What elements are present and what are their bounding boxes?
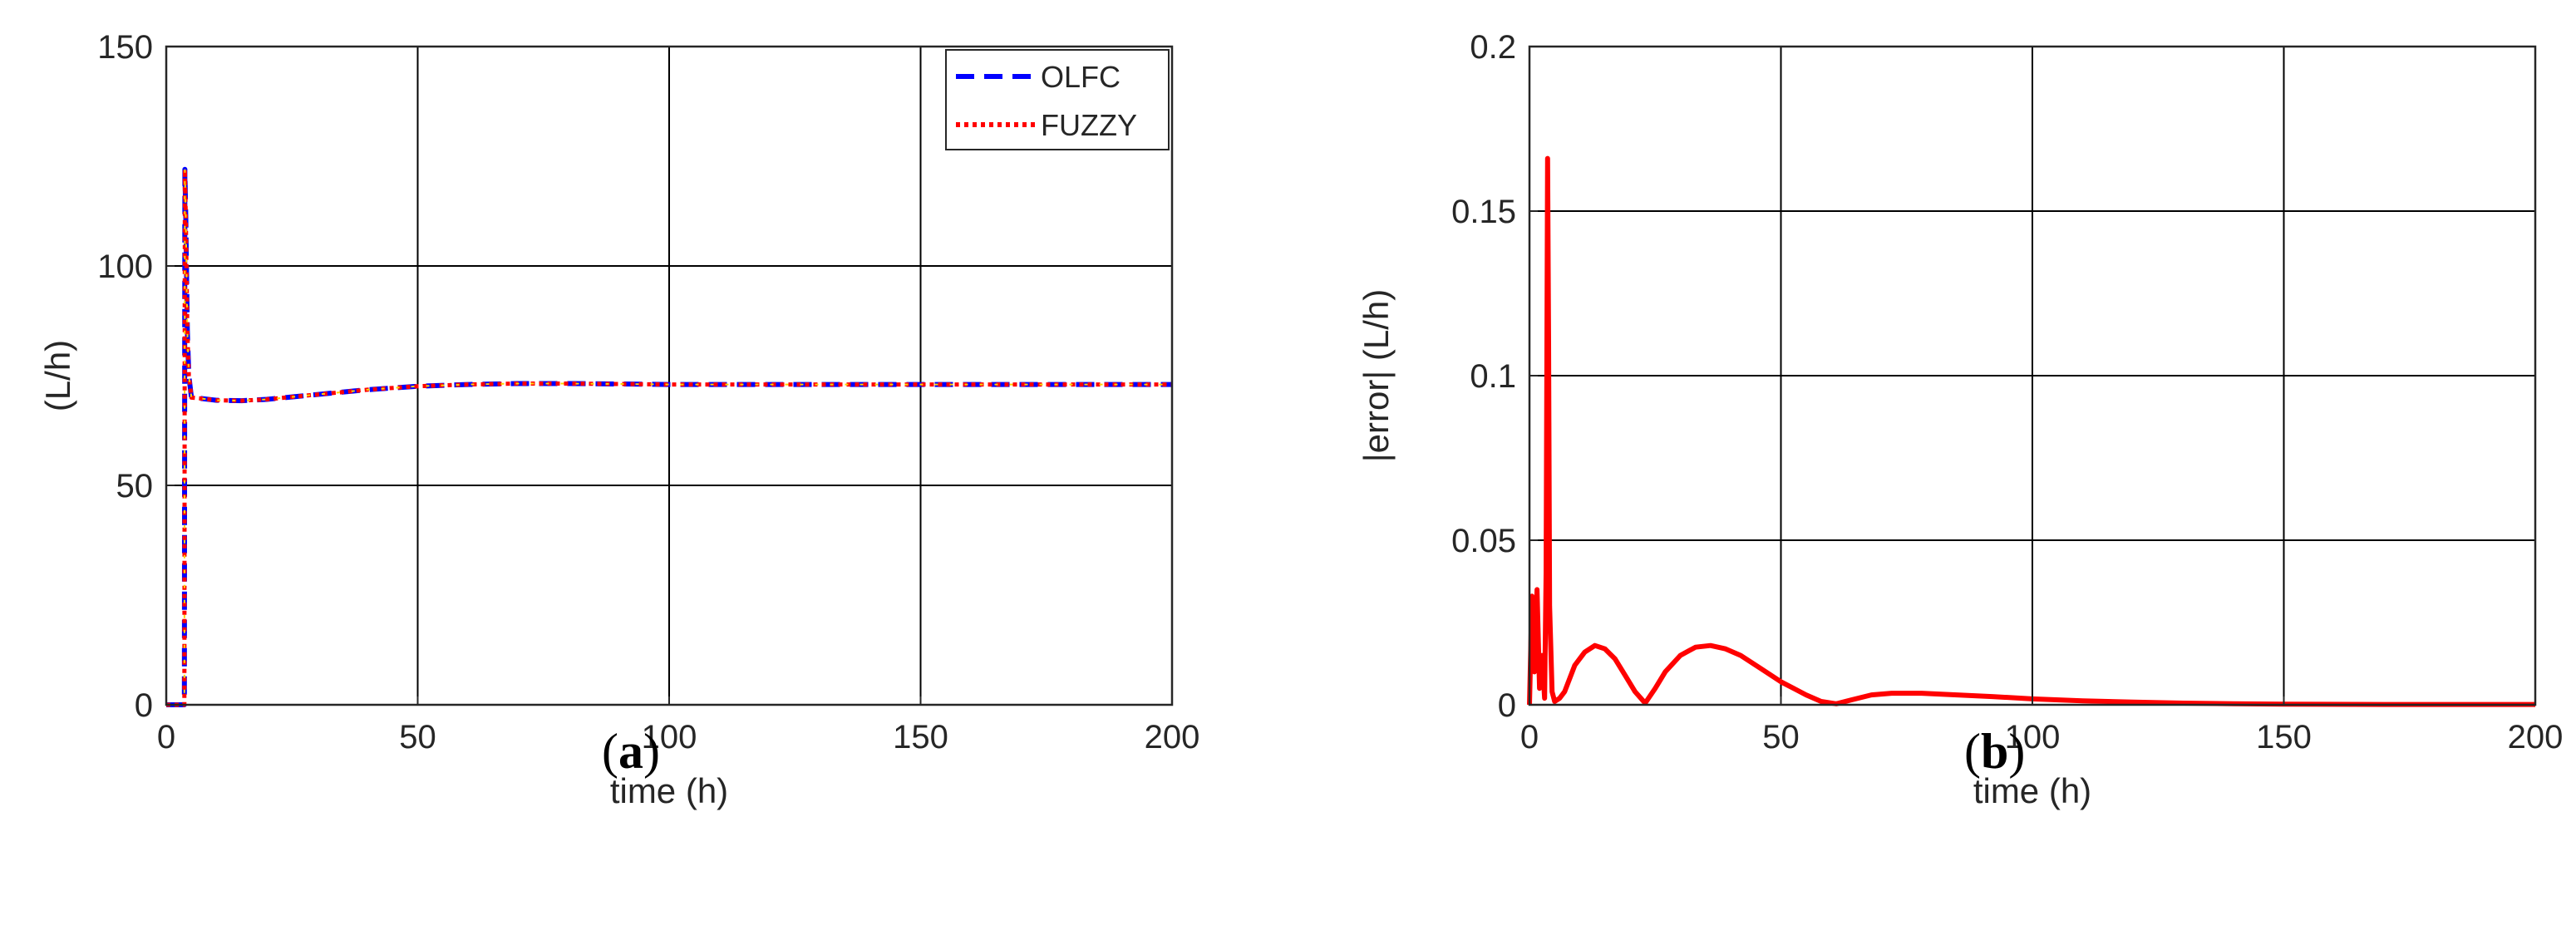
legend-label-fuzzy: FUZZY	[1041, 108, 1137, 142]
legend-label-olfc: OLFC	[1041, 60, 1121, 94]
legend: OLFC FUZZY	[945, 49, 1170, 150]
panel-label-a: (a)	[602, 724, 660, 779]
x-axis-label: time (h)	[1973, 771, 2091, 810]
y-tick-label: 0	[1498, 687, 1516, 724]
x-tick-label: 100	[2005, 719, 2061, 755]
y-axis-label: |error| (L/h)	[1357, 289, 1396, 463]
panel-label-b: (b)	[1964, 724, 2026, 779]
y-tick-label: 150	[97, 29, 153, 66]
y-tick-label: 100	[97, 249, 153, 285]
y-tick-label: 50	[116, 468, 154, 504]
x-tick-label: 200	[1145, 719, 1200, 755]
series-line-error	[1527, 155, 2535, 707]
y-tick-label: 0	[135, 687, 153, 724]
x-tick-label: 50	[1762, 719, 1800, 755]
legend-box	[945, 49, 1170, 150]
x-tick-label: 100	[642, 719, 697, 755]
chart-b: 0 50 100 150 200 0 0.05 0.1 0.15 0.2 time (h) |erro…	[1357, 29, 2563, 810]
x-tick-label: 50	[399, 719, 436, 755]
x-tick-label: 0	[1520, 719, 1539, 755]
x-tick-label: 150	[2256, 719, 2312, 755]
x-axis-label: time (h)	[610, 771, 728, 810]
chart-a: 0 50 100 150 200 0 50 100 150 time (h) (L/h) OLFC FU…	[38, 29, 1199, 810]
y-tick-label: 0.05	[1451, 523, 1516, 559]
series-overlay	[166, 169, 1172, 706]
y-tick-label: 0.2	[1470, 29, 1516, 66]
y-axis-label: (L/h)	[38, 340, 77, 411]
y-tick-label: 0.15	[1451, 194, 1516, 230]
x-tick-label: 200	[2508, 719, 2564, 755]
x-tick-label: 0	[157, 719, 175, 755]
x-tick-label: 150	[893, 719, 948, 755]
y-tick-label: 0.1	[1470, 358, 1516, 395]
